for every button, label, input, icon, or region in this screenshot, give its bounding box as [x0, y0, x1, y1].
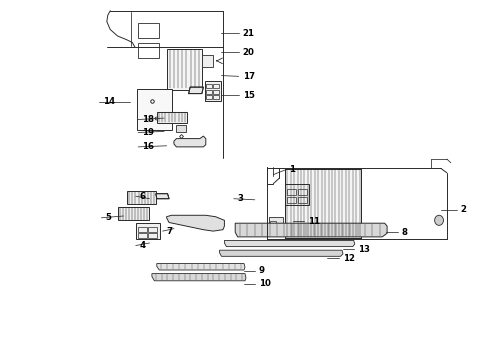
- Text: 16: 16: [142, 143, 154, 152]
- Text: 4: 4: [140, 241, 146, 250]
- Bar: [213, 90, 219, 94]
- Bar: [287, 197, 296, 203]
- Bar: [285, 184, 309, 205]
- Text: 8: 8: [402, 228, 408, 237]
- Bar: [167, 49, 202, 90]
- Text: 13: 13: [358, 245, 369, 253]
- Bar: [157, 112, 187, 123]
- Bar: [206, 84, 212, 88]
- Text: 20: 20: [243, 48, 254, 57]
- Text: 19: 19: [142, 128, 154, 137]
- Bar: [137, 89, 172, 130]
- Text: 1: 1: [289, 165, 295, 174]
- Bar: [118, 207, 149, 220]
- Text: 5: 5: [105, 213, 111, 222]
- Bar: [298, 189, 307, 195]
- Text: 3: 3: [238, 194, 244, 203]
- Text: 9: 9: [259, 266, 265, 275]
- Text: 6: 6: [140, 192, 146, 201]
- Bar: [205, 81, 220, 101]
- Text: 12: 12: [343, 254, 355, 263]
- Bar: [138, 233, 147, 238]
- Text: 21: 21: [243, 29, 254, 37]
- Polygon shape: [224, 240, 355, 247]
- Bar: [138, 227, 147, 232]
- Bar: [202, 55, 213, 67]
- Bar: [138, 43, 159, 58]
- Bar: [269, 217, 283, 226]
- Bar: [138, 23, 159, 38]
- Bar: [176, 125, 186, 132]
- Text: 18: 18: [142, 115, 154, 124]
- Polygon shape: [189, 87, 203, 94]
- Text: 7: 7: [167, 227, 172, 236]
- Polygon shape: [156, 194, 169, 199]
- Bar: [148, 227, 157, 232]
- Polygon shape: [235, 223, 387, 237]
- Bar: [206, 90, 212, 94]
- Bar: [213, 95, 219, 99]
- Polygon shape: [174, 136, 206, 147]
- Text: 14: 14: [103, 97, 115, 106]
- Polygon shape: [157, 264, 245, 270]
- Bar: [127, 191, 156, 204]
- Ellipse shape: [435, 215, 443, 225]
- Bar: [287, 189, 296, 195]
- Polygon shape: [220, 250, 343, 256]
- Polygon shape: [167, 215, 224, 231]
- Text: 2: 2: [461, 205, 466, 214]
- Bar: [298, 197, 307, 203]
- Bar: [206, 95, 212, 99]
- Bar: [148, 233, 157, 238]
- Text: 10: 10: [259, 279, 270, 288]
- Text: 15: 15: [243, 91, 254, 100]
- Polygon shape: [152, 274, 246, 281]
- Bar: [270, 221, 276, 225]
- Bar: [285, 169, 361, 238]
- Text: 11: 11: [308, 217, 319, 226]
- Bar: [213, 84, 219, 88]
- Bar: [285, 169, 361, 238]
- Text: 17: 17: [243, 72, 255, 81]
- Bar: [136, 223, 160, 239]
